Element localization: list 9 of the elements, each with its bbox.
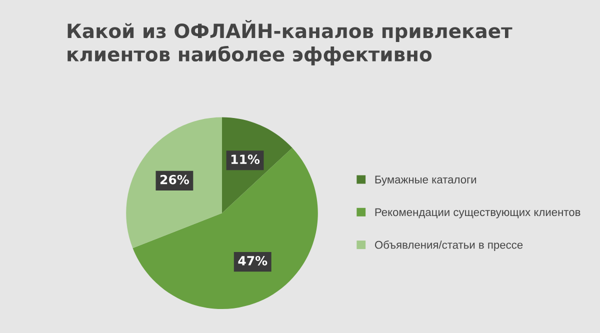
pie-slice [126,117,222,248]
pie-slice [132,148,318,310]
chart-title: Какой из ОФЛАЙН-каналов привлекает клиентов наиболее эффективно [68,20,512,66]
legend-label: Рекомендации существующих клиентов [375,208,580,218]
legend-label: Бумажные каталоги [375,176,476,186]
data-label: 11% [231,154,260,164]
data-label: 47% [238,256,268,266]
legend-label: Объявления/статьи в прессе [374,240,523,251]
data-label: 26% [160,174,190,184]
